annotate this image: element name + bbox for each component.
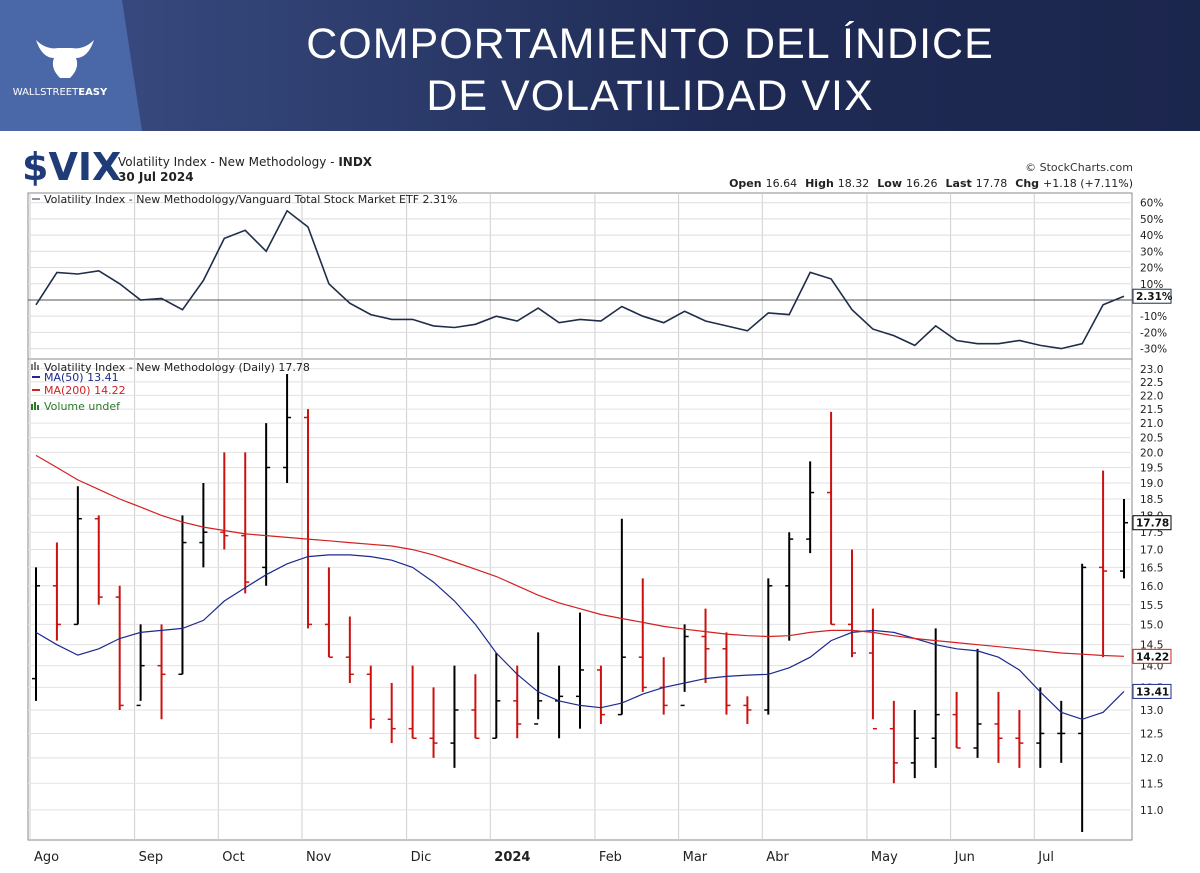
header: WALLSTREETEASY COMPORTAMIENTO DEL ÍNDICE… (0, 0, 1200, 131)
x-tick-label: 2024 (494, 850, 530, 865)
title-line: COMPORTAMIENTO DEL ÍNDICE (306, 20, 994, 68)
y-tick-label: 23.0 (1140, 364, 1163, 376)
legend-label: MA(50) 13.41 (44, 371, 119, 384)
last-value-box (1132, 515, 1172, 531)
description: Volatility Index - New Methodology - IND… (118, 155, 373, 169)
legend-swatch (31, 402, 39, 410)
quote-label: Chg (1015, 177, 1039, 190)
y-tick-label: 18.5 (1140, 494, 1163, 506)
logo-panel: WALLSTREETEASY (0, 0, 142, 131)
last-value-box (1132, 683, 1172, 699)
source: © StockCharts.com (1025, 161, 1133, 174)
y-tick-label: 11.5 (1140, 778, 1163, 790)
x-tick-label: Mar (683, 850, 708, 865)
y-tick-label: -20% (1140, 327, 1167, 339)
y-tick-label: 13.0 (1140, 705, 1163, 717)
y-tick-label: -30% (1140, 344, 1167, 356)
y-tick-label: 50% (1140, 214, 1163, 226)
y-tick-label: 20% (1140, 263, 1163, 275)
y-tick-label: -10% (1140, 311, 1167, 323)
y-tick-label: 12.0 (1140, 753, 1163, 765)
quote-label: Low (877, 177, 902, 190)
plot-frame (27, 192, 1133, 841)
y-tick-label: 19.0 (1140, 478, 1163, 490)
logo-word: WALLSTREET (13, 87, 79, 98)
last-value-label: 2.31% (1136, 291, 1173, 303)
x-tick-label: May (871, 850, 898, 865)
y-tick-label: 22.0 (1140, 390, 1163, 402)
y-tick-label: 12.5 (1140, 728, 1163, 740)
ma-line (35, 554, 1125, 720)
legend-swatch (31, 362, 39, 370)
x-tick-label: Nov (306, 850, 332, 865)
quote-value: +1.18 (+7.11%) (1043, 177, 1133, 190)
y-tick-label: 21.5 (1140, 404, 1163, 416)
x-tick-label: Feb (599, 850, 622, 865)
quote-label: Open (729, 177, 762, 190)
legend-label: Volatility Index - New Methodology (Dail… (44, 361, 310, 374)
y-tick-label: 17.0 (1140, 545, 1163, 557)
y-tick-label: 16.5 (1140, 562, 1163, 574)
y-tick-label: 20.0 (1140, 447, 1163, 459)
y-tick-label: 40% (1140, 230, 1163, 242)
quote-value: 18.32 (838, 177, 870, 190)
legend-label: Volume undef (44, 400, 121, 413)
title-line: DE VOLATILIDAD VIX (426, 72, 874, 120)
y-tick-label: 20.5 (1140, 433, 1163, 445)
chart: $VIX Volatility Index - New Methodology … (22, 145, 1173, 865)
description-text: Volatility Index - New Methodology - (118, 155, 338, 169)
logo-text: WALLSTREETEASY (13, 87, 108, 98)
x-tick-label: Sep (139, 850, 164, 865)
y-tick-label: 21.0 (1140, 418, 1163, 430)
x-tick-label: Abr (766, 850, 789, 865)
y-tick-label: 22.5 (1140, 377, 1163, 389)
last-value-label: 17.78 (1136, 518, 1169, 530)
y-tick-label: 15.0 (1140, 619, 1163, 631)
last-value-box (1132, 648, 1172, 664)
quote: Open 16.64 High 18.32 Low 16.26 Last 17.78 Chg +1… (729, 177, 1133, 190)
logo-word: EASY (78, 87, 108, 98)
quote-value: 16.64 (766, 177, 798, 190)
quote-label: Last (946, 177, 972, 190)
exchange: INDX (338, 155, 372, 169)
quote-value: 16.26 (906, 177, 938, 190)
last-value-label: 13.41 (1136, 686, 1169, 698)
last-value-box (1132, 288, 1172, 304)
y-tick-label: 15.5 (1140, 600, 1163, 612)
y-tick-label: 11.0 (1140, 805, 1163, 817)
legend-label: Volatility Index - New Methodology/Vangu… (44, 193, 457, 206)
y-tick-label: 30% (1140, 246, 1163, 258)
quote-value: 17.78 (976, 177, 1008, 190)
ratio-line (35, 209, 1125, 350)
y-tick-label: 16.0 (1140, 581, 1163, 593)
date: 30 Jul 2024 (118, 170, 194, 184)
symbol: $VIX (22, 145, 121, 189)
y-tick-label: 19.5 (1140, 463, 1163, 475)
logo-icon (36, 40, 94, 78)
x-tick-label: Ago (34, 850, 59, 865)
legend-label: MA(200) 14.22 (44, 384, 126, 397)
y-tick-label: 60% (1140, 198, 1163, 210)
y-tick-label: 14.5 (1140, 640, 1163, 652)
quote-label: High (805, 177, 834, 190)
x-tick-label: Jul (1037, 850, 1054, 865)
x-tick-label: Dic (411, 850, 432, 865)
ma-line (35, 454, 1125, 657)
y-tick-label: 10% (1140, 279, 1163, 291)
last-value-label: 14.22 (1136, 651, 1169, 663)
x-tick-label: Oct (222, 850, 244, 865)
x-tick-label: Jun (954, 850, 975, 865)
